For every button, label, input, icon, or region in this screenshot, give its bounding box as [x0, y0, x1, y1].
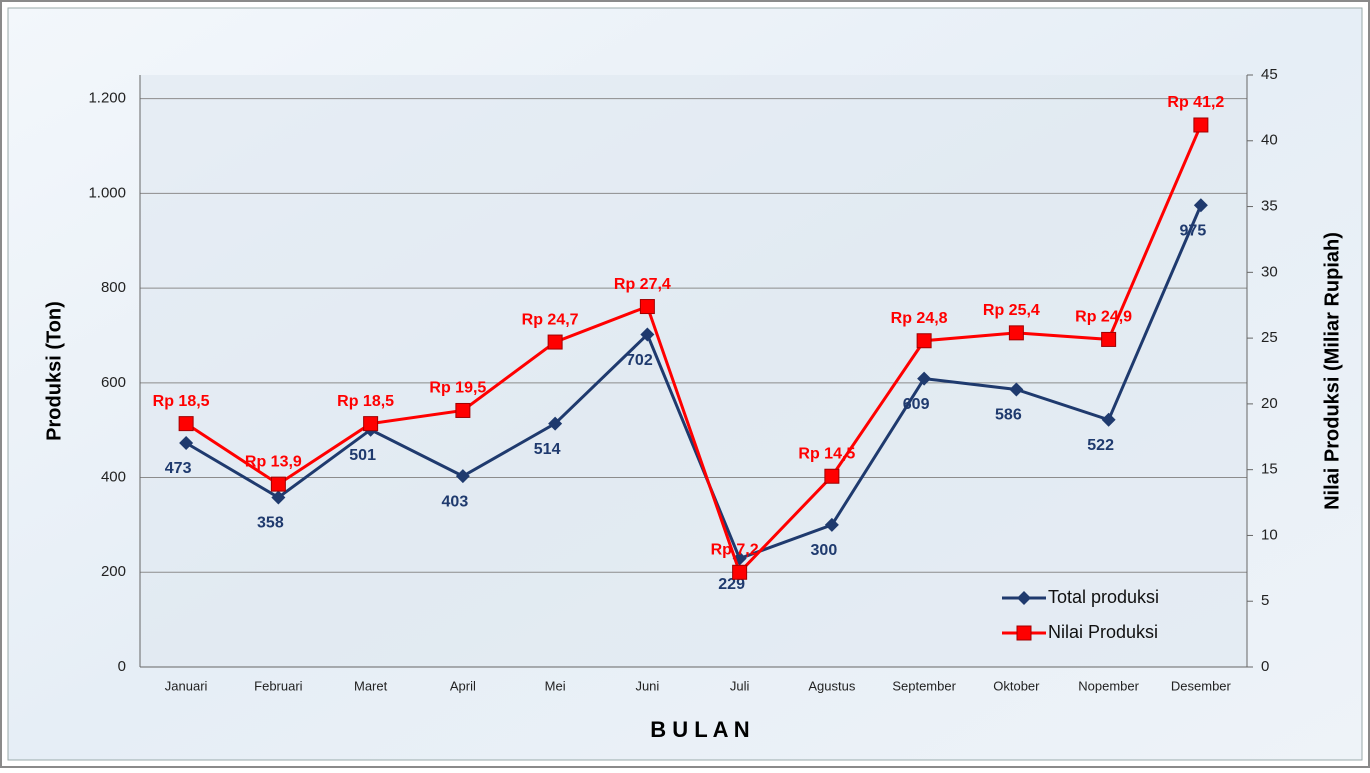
data-label: Rp 27,4	[614, 276, 671, 293]
x-tick-label: Agustus	[808, 678, 855, 693]
y2-tick-label: 35	[1261, 198, 1278, 215]
x-tick-label: Nopember	[1078, 678, 1139, 693]
x-tick-label: Maret	[354, 678, 388, 693]
marker	[271, 490, 286, 505]
x-tick-label: Mei	[545, 678, 566, 693]
marker	[1101, 331, 1117, 347]
data-label: Rp 24,9	[1075, 309, 1132, 326]
x-tick-label: Juni	[635, 678, 659, 693]
data-label: Rp 18,5	[337, 393, 394, 410]
y-tick-label: 400	[101, 469, 126, 486]
marker	[547, 334, 563, 350]
marker	[455, 469, 470, 484]
y-axis-label: Produksi (Ton)	[43, 301, 65, 441]
data-label: Rp 41,2	[1167, 94, 1224, 111]
marker	[1008, 325, 1024, 341]
legend-marker	[1017, 591, 1031, 605]
x-tick-label: Oktober	[993, 678, 1040, 693]
marker	[455, 402, 471, 418]
marker	[916, 333, 932, 349]
y2-tick-label: 15	[1261, 461, 1278, 478]
data-label: Rp 14,5	[798, 445, 855, 462]
marker	[639, 299, 655, 315]
data-label: Rp 13,9	[245, 453, 302, 470]
data-label: 522	[1087, 437, 1114, 454]
x-tick-label: Februari	[254, 678, 303, 693]
series-line	[185, 204, 1203, 561]
data-label: 229	[718, 576, 745, 593]
data-label: 702	[626, 352, 653, 369]
marker	[732, 564, 748, 580]
marker	[179, 435, 194, 450]
x-tick-label: Januari	[165, 678, 208, 693]
y2-tick-label: 10	[1261, 526, 1278, 543]
y-tick-label: 0	[118, 658, 126, 675]
data-label: 514	[534, 441, 561, 458]
legend-label: Total produksi	[1048, 587, 1159, 607]
y2-tick-label: 0	[1261, 658, 1269, 675]
y2-tick-label: 20	[1261, 395, 1278, 412]
y2-axis-label: Nilai Produksi (Miliar Rupiah)	[1321, 232, 1343, 510]
legend-marker	[1016, 625, 1032, 641]
y2-tick-label: 40	[1261, 132, 1278, 149]
data-label: 501	[349, 447, 376, 464]
data-label: 609	[903, 396, 930, 413]
x-axis-label: B U L A N	[650, 717, 749, 742]
marker	[1193, 198, 1208, 213]
y-tick-label: 1.000	[88, 184, 126, 201]
plot-area	[140, 75, 1247, 667]
marker	[548, 416, 563, 431]
marker	[824, 468, 840, 484]
y-tick-label: 1.200	[88, 90, 126, 107]
marker	[363, 416, 379, 432]
marker	[1101, 412, 1116, 427]
marker	[1193, 117, 1209, 133]
x-tick-label: Desember	[1171, 678, 1232, 693]
data-label: Rp 19,5	[429, 380, 486, 397]
y-tick-label: 800	[101, 279, 126, 296]
series-line	[185, 124, 1203, 576]
x-tick-label: Juli	[730, 678, 750, 693]
y-tick-label: 600	[101, 374, 126, 391]
y2-tick-label: 30	[1261, 263, 1278, 280]
data-label: 358	[257, 515, 284, 532]
y2-tick-label: 5	[1261, 592, 1269, 609]
data-label: Rp 24,8	[891, 310, 948, 327]
x-tick-label: April	[450, 678, 476, 693]
data-label: Rp 18,5	[153, 393, 210, 410]
data-label: Rp 7,2	[711, 541, 759, 558]
marker	[917, 371, 932, 386]
y2-tick-label: 25	[1261, 329, 1278, 346]
marker	[1009, 382, 1024, 397]
data-label: 975	[1180, 222, 1207, 239]
marker	[824, 517, 839, 532]
marker	[270, 476, 286, 492]
data-label: 586	[995, 407, 1022, 424]
data-label: 473	[165, 460, 192, 477]
y-tick-label: 200	[101, 563, 126, 580]
data-label: Rp 25,4	[983, 302, 1040, 319]
legend-label: Nilai Produksi	[1048, 622, 1158, 642]
marker	[640, 327, 655, 342]
data-label: 300	[811, 542, 838, 559]
data-label: Rp 24,7	[522, 311, 579, 328]
y2-tick-label: 45	[1261, 66, 1278, 83]
marker	[178, 416, 194, 432]
data-label: 403	[442, 493, 469, 510]
x-tick-label: September	[892, 678, 956, 693]
